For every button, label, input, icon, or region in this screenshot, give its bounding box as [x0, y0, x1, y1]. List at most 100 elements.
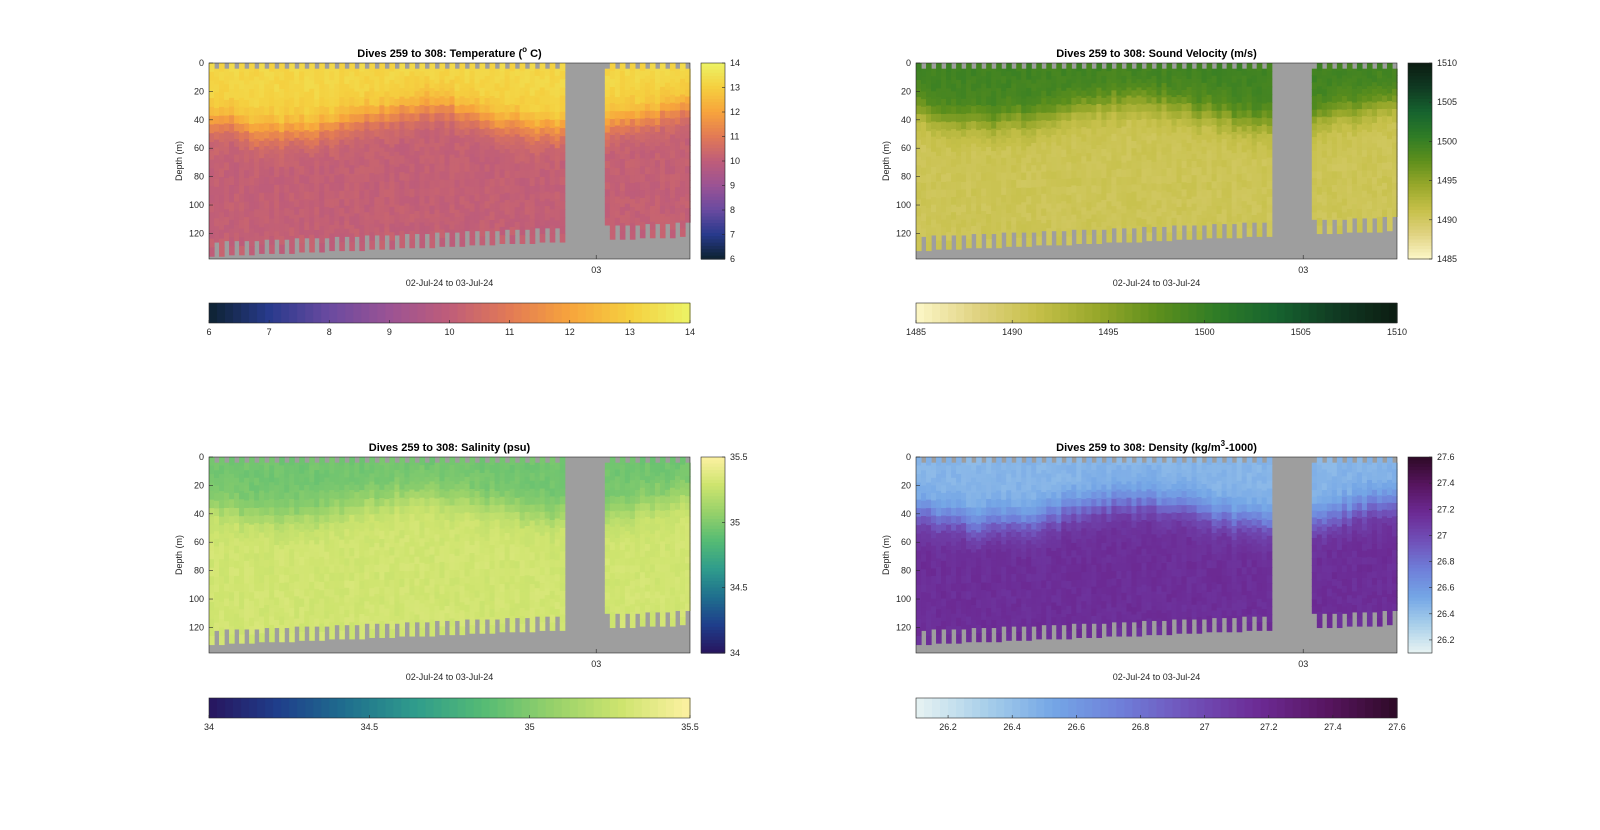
heatmap-cell: [404, 83, 411, 92]
colorbar-horizontal-segment: [361, 303, 370, 323]
heatmap-cell: [319, 548, 325, 558]
heatmap-cell: [414, 203, 421, 212]
heatmap-cell: [319, 217, 325, 227]
heatmap-cell: [639, 150, 646, 159]
heatmap-cell: [1021, 217, 1027, 226]
heatmap-cell: [359, 589, 365, 599]
heatmap-cell: [514, 112, 521, 121]
heatmap-cell: [1151, 140, 1158, 149]
heatmap-cell: [254, 621, 260, 630]
heatmap-cell: [249, 516, 255, 526]
heatmap-cell: [274, 470, 280, 479]
heatmap-cell: [1211, 96, 1218, 105]
heatmap-cell: [264, 68, 270, 78]
colorbar-vertical-label: 1490: [1437, 215, 1457, 225]
heatmap-cell: [369, 579, 375, 589]
heatmap-cell: [1381, 68, 1388, 76]
heatmap-cell: [1161, 104, 1168, 113]
heatmap-cell: [1326, 194, 1333, 204]
heatmap-cell: [219, 533, 225, 543]
heatmap-cell: [319, 457, 325, 466]
heatmap-cell: [1221, 124, 1228, 133]
heatmap-cell: [389, 156, 395, 166]
heatmap-cell: [404, 136, 411, 145]
heatmap-cell: [1321, 82, 1328, 90]
heatmap-cell: [1081, 134, 1087, 143]
heatmap-cell: [634, 125, 641, 134]
heatmap-cell: [961, 197, 967, 206]
heatmap-cell: [971, 113, 977, 122]
heatmap-cell: [299, 490, 305, 500]
heatmap-cell: [1156, 184, 1163, 193]
heatmap-cell: [981, 203, 987, 212]
heatmap-cell: [534, 220, 541, 229]
heatmap-cell: [1261, 145, 1268, 153]
heatmap-cell: [234, 515, 240, 524]
heatmap-cell: [374, 615, 380, 624]
heatmap-cell: [359, 614, 365, 623]
heatmap-cell: [1116, 119, 1123, 129]
heatmap-cell: [946, 88, 952, 98]
heatmap-cell: [214, 607, 220, 616]
heatmap-cell: [1031, 202, 1037, 211]
heatmap-cell: [1091, 185, 1097, 194]
heatmap-cell: [264, 153, 270, 163]
heatmap-cell: [1046, 137, 1052, 147]
heatmap-cell: [209, 150, 215, 161]
heatmap-cell: [1136, 185, 1143, 194]
heatmap-cell: [1261, 103, 1268, 112]
heatmap-cell: [339, 88, 345, 98]
heatmap-cell: [449, 221, 456, 231]
heatmap-cell: [334, 68, 340, 77]
heatmap-cell: [1016, 96, 1022, 106]
heatmap-cell: [499, 169, 506, 179]
heatmap-cell: [1166, 200, 1173, 209]
heatmap-cell: [966, 71, 972, 81]
heatmap-cell: [1111, 177, 1118, 185]
y-tick-label: 100: [896, 200, 911, 210]
heatmap-cell: [319, 63, 325, 73]
heatmap-cell: [269, 574, 275, 584]
colorbar-horizontal-segment: [1028, 303, 1037, 323]
heatmap-cell: [364, 615, 370, 624]
heatmap-cell: [679, 189, 686, 198]
heatmap-cell: [544, 119, 551, 128]
heatmap-cell: [264, 84, 270, 93]
heatmap-cell: [1001, 128, 1007, 137]
heatmap-cell: [1231, 103, 1238, 112]
heatmap-cell: [986, 104, 992, 114]
heatmap-cell: [314, 68, 320, 77]
heatmap-cell: [529, 144, 536, 154]
heatmap-cell: [214, 123, 220, 133]
heatmap-cell: [339, 71, 345, 81]
heatmap-cell: [1176, 215, 1183, 224]
heatmap-cell: [274, 522, 280, 531]
heatmap-cell: [269, 158, 275, 168]
heatmap-cell: [434, 165, 441, 174]
heatmap-cell: [966, 146, 972, 156]
heatmap-cell: [284, 169, 290, 178]
heatmap-cell: [279, 557, 285, 567]
heatmap-cell: [1246, 189, 1253, 198]
heatmap-cell: [1096, 153, 1102, 162]
heatmap-cell: [254, 185, 260, 195]
heatmap-cell: [389, 130, 395, 140]
heatmap-cell: [364, 572, 370, 581]
heatmap-cell: [1061, 83, 1067, 92]
colorbar-vertical-segment: [1408, 102, 1432, 107]
heatmap-cell: [269, 473, 275, 483]
heatmap-cell: [519, 87, 526, 97]
heatmap-cell: [956, 96, 962, 106]
heatmap-cell: [424, 173, 431, 182]
colorbar-vertical-label: 1510: [1437, 58, 1457, 68]
heatmap-cell: [634, 196, 641, 205]
heatmap-cell: [369, 629, 375, 638]
heatmap-cell: [1041, 83, 1047, 92]
heatmap-cell: [374, 212, 380, 221]
heatmap-cell: [1311, 123, 1318, 131]
heatmap-cell: [1316, 163, 1323, 173]
heatmap-cell: [619, 119, 626, 128]
heatmap-cell: [264, 231, 270, 240]
heatmap-cell: [294, 507, 300, 516]
heatmap-cell: [1266, 102, 1273, 111]
